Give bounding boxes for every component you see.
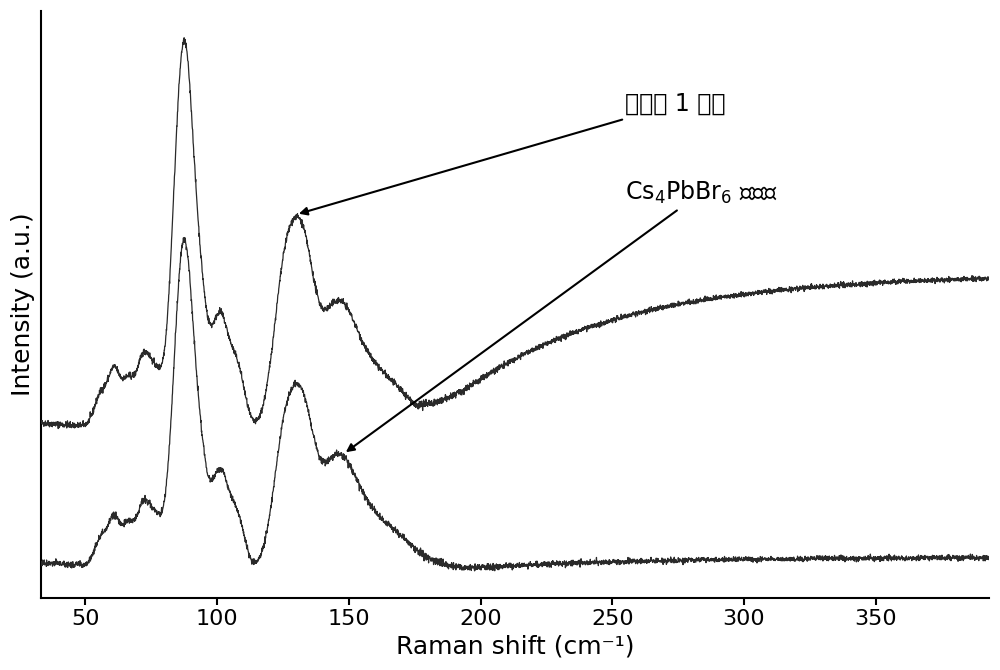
X-axis label: Raman shift (cm⁻¹): Raman shift (cm⁻¹) [396, 635, 634, 659]
Text: $\mathregular{Cs_4PbBr_6}$ 标准品: $\mathregular{Cs_4PbBr_6}$ 标准品 [348, 179, 778, 451]
Y-axis label: Intensity (a.u.): Intensity (a.u.) [11, 212, 35, 396]
Text: 实施例 1 产物: 实施例 1 产物 [301, 92, 726, 214]
